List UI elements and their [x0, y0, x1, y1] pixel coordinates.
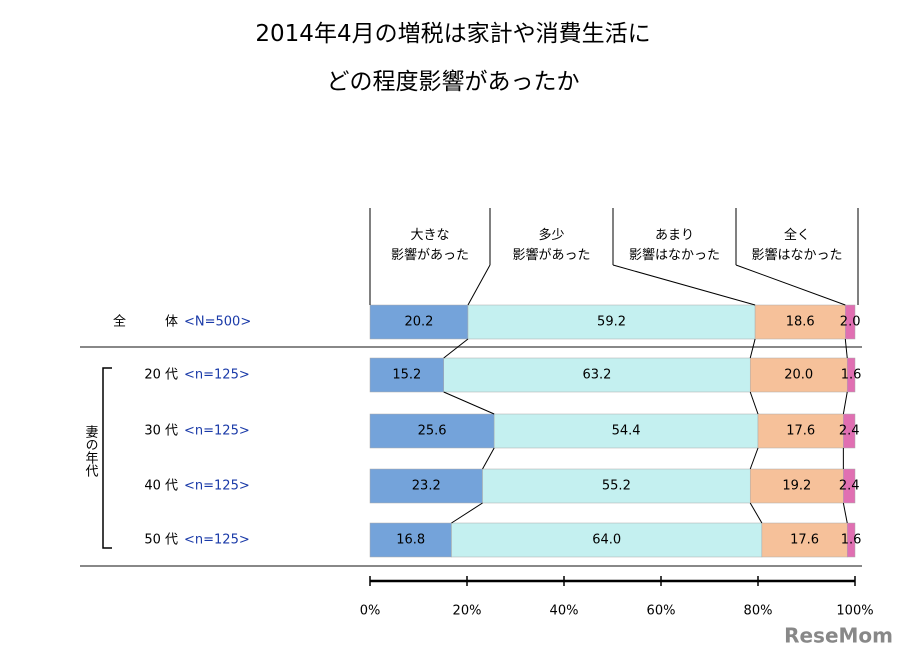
legend-label: 多少 影響があった [512, 228, 591, 263]
series-line [842, 502, 848, 524]
bar-segment [369, 413, 495, 449]
series-line [749, 338, 756, 359]
bar-segment [369, 357, 444, 393]
sample-size: <n=125> [184, 368, 250, 383]
category-label: 40 代 [144, 479, 178, 494]
x-tick-label: 40% [550, 604, 579, 619]
series-line [443, 338, 469, 359]
value-label: 25.6 [418, 424, 447, 439]
bar-segment [467, 304, 756, 340]
series-line [842, 391, 848, 415]
legend-label: あまり 影響はなかった [628, 228, 720, 263]
value-label: 54.4 [612, 424, 641, 439]
bar-segment [369, 468, 483, 504]
value-label: 18.6 [786, 315, 815, 330]
value-label: 15.2 [392, 368, 421, 383]
series-line [749, 502, 763, 524]
x-tick-label: 60% [647, 604, 676, 619]
bar-segment [749, 468, 844, 504]
x-tick-label: 80% [744, 604, 773, 619]
header-divider [467, 264, 491, 306]
value-label: 16.8 [396, 533, 425, 548]
group-bracket [102, 367, 112, 549]
value-label: 59.2 [597, 315, 626, 330]
x-tick-label: 20% [453, 604, 482, 619]
bar-segment [845, 304, 856, 340]
sample-size: <n=125> [184, 424, 250, 439]
bar-segment [846, 357, 856, 393]
bar-segment [846, 522, 856, 558]
bar-segment [843, 468, 856, 504]
value-label: 1.6 [841, 533, 862, 548]
bar-segment [493, 413, 759, 449]
category-label: 30 代 [144, 424, 178, 439]
value-label: 2.4 [839, 424, 860, 439]
bar-segment [482, 468, 751, 504]
value-label: 23.2 [412, 479, 441, 494]
x-tick-label: 0% [360, 604, 381, 619]
series-line [482, 447, 495, 470]
watermark: ReseMom [784, 624, 893, 648]
value-label: 64.0 [592, 533, 621, 548]
value-label: 2.0 [840, 315, 861, 330]
value-label: 19.2 [782, 479, 811, 494]
bar-segment [761, 522, 848, 558]
header-divider [735, 264, 846, 306]
sample-size: <N=500> [184, 315, 251, 330]
title-line: どの程度影響があったか [326, 69, 580, 95]
value-label: 63.2 [583, 368, 612, 383]
value-label: 17.6 [790, 533, 819, 548]
bar-segment [369, 304, 469, 340]
value-label: 17.6 [786, 424, 815, 439]
x-tick-label: 100% [836, 604, 873, 619]
value-label: 1.6 [841, 368, 862, 383]
sample-size: <n=125> [184, 533, 250, 548]
series-line [749, 391, 759, 415]
value-label: 55.2 [602, 479, 631, 494]
value-label: 20.0 [784, 368, 813, 383]
legend-label: 大きな 影響があった [390, 228, 469, 263]
bar-segment [754, 304, 846, 340]
series-line [844, 338, 848, 359]
series-line [749, 447, 759, 470]
header-divider [612, 264, 756, 306]
series-line [451, 502, 483, 524]
bar-segment [749, 357, 848, 393]
bar-segment [843, 413, 856, 449]
legend-label: 全く 影響はなかった [751, 228, 843, 263]
title-line: 2014年4月の増税は家計や消費生活に [255, 21, 651, 47]
group-label: 妻の年代 [83, 425, 99, 478]
category-label: 全 体 [113, 314, 178, 330]
category-label: 20 代 [144, 368, 178, 383]
category-label: 50 代 [144, 533, 178, 548]
value-label: 2.4 [839, 479, 860, 494]
bar-segment [757, 413, 844, 449]
series-line [443, 391, 495, 415]
value-label: 20.2 [405, 315, 434, 330]
sample-size: <n=125> [184, 479, 250, 494]
